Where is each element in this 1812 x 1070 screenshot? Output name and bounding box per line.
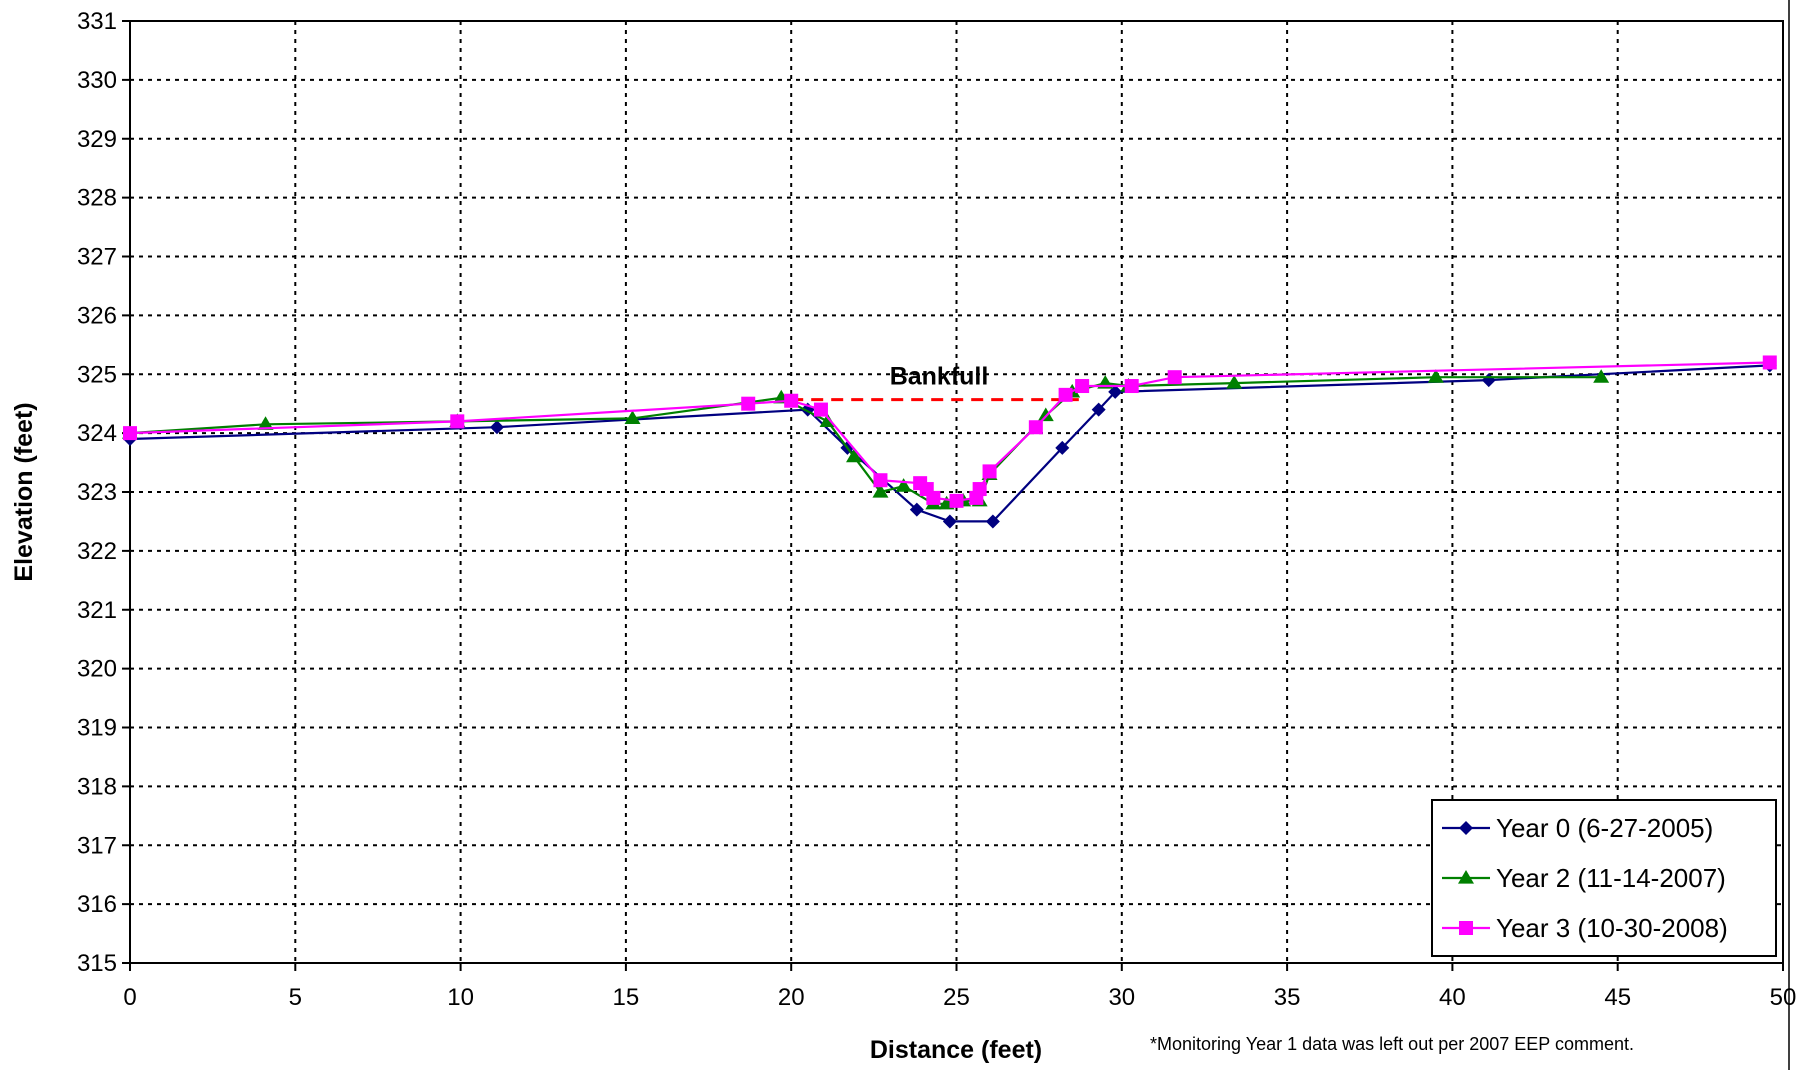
legend-item: Year 0 (6-27-2005) — [1442, 813, 1713, 843]
x-tick-label: 45 — [1604, 984, 1631, 1011]
data-point — [489, 420, 504, 435]
legend-label: Year 0 (6-27-2005) — [1496, 813, 1713, 843]
data-point — [1037, 407, 1054, 422]
series-2 — [123, 355, 1777, 508]
x-tick-label: 5 — [289, 984, 302, 1011]
x-tick-label: 40 — [1439, 984, 1466, 1011]
data-point — [909, 502, 924, 517]
data-point — [942, 514, 957, 529]
y-axis-ticks: 315 316 317 318 319 320 321 322 323 324 325 326 327 3… — [77, 8, 130, 977]
data-point — [784, 393, 799, 408]
x-tick-label: 30 — [1108, 984, 1135, 1011]
data-point — [926, 490, 941, 505]
y-tick-label: 325 — [77, 361, 117, 388]
legend-swatch-marker — [1458, 870, 1474, 884]
data-point — [257, 416, 274, 430]
x-tick-label: 25 — [943, 984, 970, 1011]
x-tick-label: 0 — [123, 984, 136, 1011]
legend-item: Year 2 (11-14-2007) — [1442, 863, 1726, 893]
data-point — [1058, 387, 1073, 402]
x-axis-ticks: 0 5 10 15 20 25 30 35 40 45 50 — [123, 963, 1796, 1011]
y-tick-label: 321 — [77, 597, 117, 624]
data-point — [872, 484, 889, 498]
data-point — [985, 514, 1000, 529]
data-point — [1091, 402, 1106, 417]
gridlines — [130, 21, 1783, 963]
data-point — [949, 493, 964, 508]
y-tick-label: 319 — [77, 715, 117, 742]
series-0 — [123, 358, 1777, 529]
data-point — [624, 410, 641, 425]
data-point — [1762, 355, 1777, 370]
data-point — [1028, 420, 1043, 435]
data-point — [895, 478, 912, 492]
footnote: *Monitoring Year 1 data was left out per… — [1150, 1034, 1634, 1054]
x-tick-label: 10 — [447, 984, 474, 1011]
x-axis-title: Distance (feet) — [870, 1036, 1042, 1064]
data-point — [1055, 440, 1070, 455]
y-tick-label: 322 — [77, 538, 117, 565]
x-tick-label: 15 — [613, 984, 640, 1011]
x-tick-label: 35 — [1274, 984, 1301, 1011]
legend-swatch-marker — [1459, 921, 1473, 935]
data-point — [741, 396, 756, 411]
data-point — [972, 482, 987, 497]
legend-label: Year 3 (10-30-2008) — [1496, 913, 1728, 943]
y-tick-label: 331 — [77, 8, 117, 35]
y-tick-label: 327 — [77, 244, 117, 271]
data-point — [813, 402, 828, 417]
data-point — [846, 448, 863, 463]
y-tick-label: 317 — [77, 832, 117, 859]
data-point — [1226, 375, 1243, 389]
data-point — [450, 414, 465, 429]
y-tick-label: 326 — [77, 302, 117, 329]
series-layer — [122, 355, 1777, 529]
y-tick-label: 320 — [77, 656, 117, 683]
data-point — [1167, 370, 1182, 385]
data-point — [1124, 379, 1139, 394]
y-tick-label: 323 — [77, 479, 117, 506]
y-tick-label: 316 — [77, 891, 117, 918]
data-point — [1593, 369, 1610, 383]
data-point — [982, 464, 997, 479]
legend-item: Year 3 (10-30-2008) — [1442, 913, 1728, 943]
series-line — [129, 364, 1770, 523]
legend-label: Year 2 (11-14-2007) — [1496, 863, 1726, 893]
data-point — [1427, 369, 1444, 383]
data-point — [873, 473, 888, 488]
y-axis-title: Elevation (feet) — [10, 402, 38, 581]
y-tick-label: 328 — [77, 185, 117, 212]
data-point — [123, 426, 137, 441]
bankfull-label: Bankfull — [890, 363, 989, 391]
x-tick-label: 20 — [778, 984, 805, 1011]
data-point — [1075, 379, 1090, 394]
y-tick-label: 318 — [77, 773, 117, 800]
x-tick-label: 50 — [1770, 984, 1797, 1011]
y-tick-label: 330 — [77, 67, 117, 94]
y-tick-label: 315 — [77, 950, 117, 977]
y-tick-label: 329 — [77, 126, 117, 153]
legend-swatch-marker — [1459, 821, 1473, 835]
legend: Year 0 (6-27-2005) Year 2 (11-14-2007) Yea… — [1431, 799, 1777, 957]
y-tick-label: 324 — [77, 420, 117, 447]
